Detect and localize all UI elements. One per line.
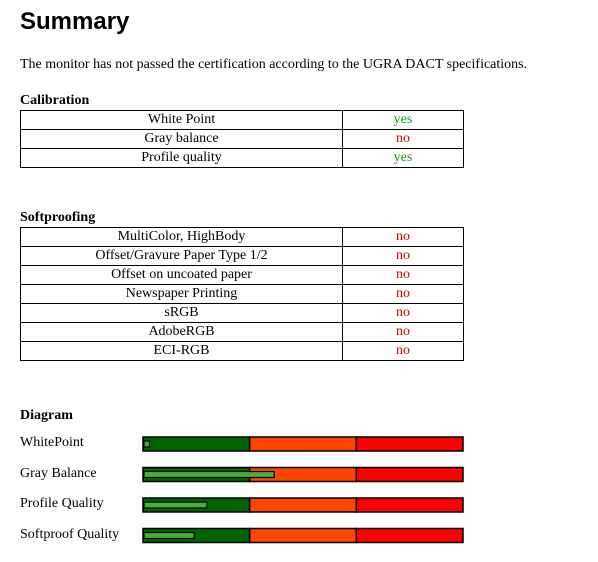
zone (142, 436, 251, 452)
table-row: sRGB no (20, 303, 464, 323)
item-result: yes (342, 148, 464, 168)
item-result: no (342, 341, 464, 361)
zone (355, 527, 464, 544)
item-result: no (342, 284, 464, 304)
zone (355, 436, 464, 452)
item-name: MultiColor, HighBody (20, 227, 343, 247)
intro: The monitor has not passed the certifica… (20, 57, 528, 72)
item-name: White Point (20, 110, 343, 130)
level-bar (143, 440, 151, 448)
table-row: White Point yes (20, 110, 464, 130)
title: Summary (20, 8, 130, 35)
diagram-label: WhitePoint (20, 435, 84, 450)
item-name: sRGB (20, 303, 343, 323)
softproofing-table: MultiColor, HighBody no Offset/Gravure Pap… (20, 227, 464, 361)
table-row: Profile quality yes (20, 148, 464, 168)
calibration-table: White Point yes Gray balance no Profile qual… (20, 110, 464, 168)
section-heading: Diagram (20, 408, 73, 423)
item-name: Profile quality (20, 148, 343, 168)
item-result: no (342, 227, 464, 247)
zone (248, 436, 358, 452)
zone (248, 497, 358, 513)
zone (248, 527, 358, 544)
section-heading: Calibration (20, 93, 90, 108)
level-bar (143, 501, 208, 509)
table-row: MultiColor, HighBody no (20, 227, 464, 247)
section-heading: Softproofing (20, 210, 96, 225)
zone (355, 466, 464, 483)
level-bar (143, 470, 275, 479)
diagram-label: Profile Quality (20, 496, 104, 511)
table-row: Offset/Gravure Paper Type 1/2 no (20, 246, 464, 266)
diagram-label: Softproof Quality (20, 526, 120, 542)
table-row: ECI-RGB no (20, 341, 464, 361)
item-name: ECI-RGB (20, 341, 343, 361)
zone (355, 497, 464, 513)
diagram-label: Gray Balance (20, 465, 97, 481)
level-bar (143, 531, 195, 540)
